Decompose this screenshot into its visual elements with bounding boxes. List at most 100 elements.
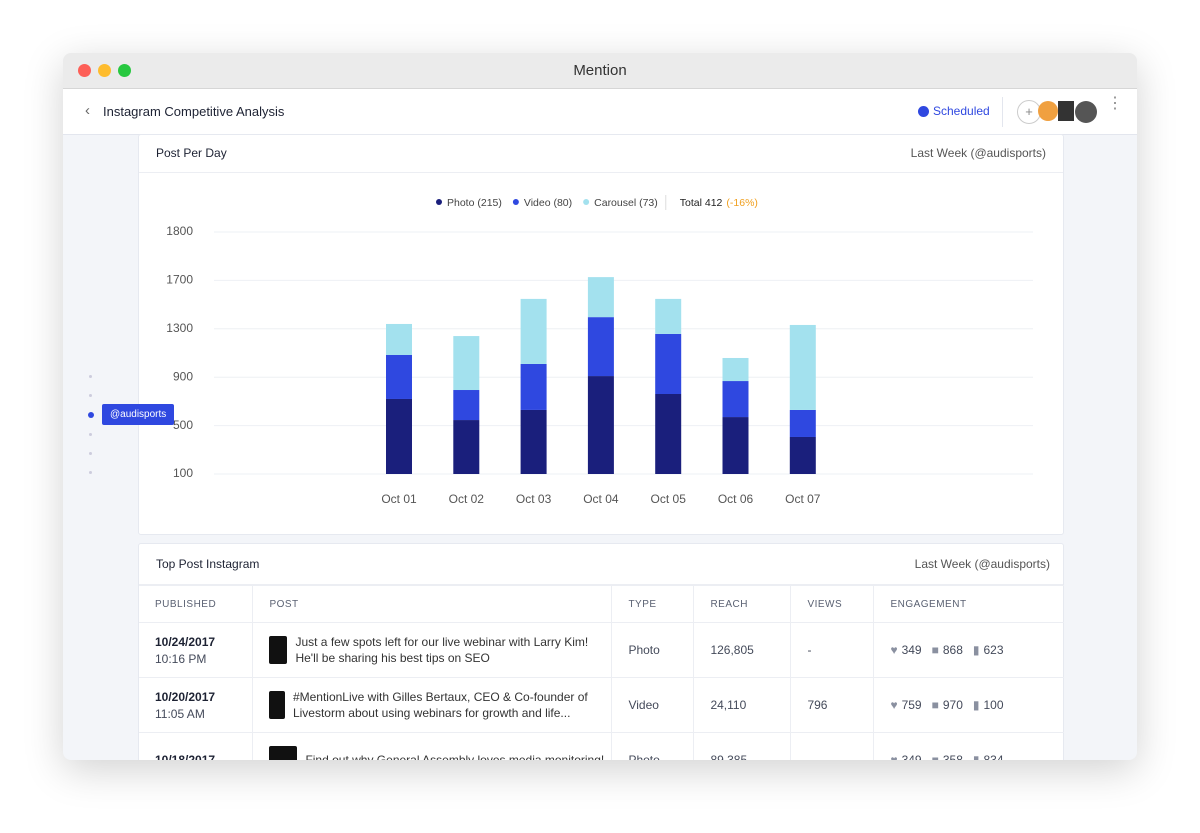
column-header: POST [252,585,612,623]
zoom-button[interactable] [118,64,131,77]
y-tick-label: 1300 [166,321,193,335]
date: 10/20/2017 [155,689,216,704]
table-subtitle: Last Week (@audisports) [914,557,1050,571]
bar-segment [453,336,480,391]
time: 10:16 PM [155,651,207,666]
bar-segment [722,417,749,474]
saves-count: 623 [983,643,1004,657]
bar-segment [655,298,682,334]
table-row[interactable]: 10/20/2017 11:05 AM #MentionLive with Gill… [139,677,1064,733]
engagement-icon: ■ [931,643,939,657]
card-header: Top Post Instagram Last Week (@audisport… [139,544,1063,585]
engagement-cell: ♥ 349 ■ 868 ▮ 623 [873,622,1064,678]
column-header: REACH [693,585,791,623]
column-header: PUBLISHED [139,585,253,623]
nav-dot-active[interactable] [88,412,94,418]
close-button[interactable] [78,64,91,77]
chart-title: Post Per Day [156,146,227,160]
header: ‹ Instagram Competitive Analysis Schedul… [63,89,1137,135]
nav-dot[interactable] [89,471,92,474]
x-tick-label: Oct 03 [516,492,552,506]
type-cell: Photo [611,732,694,760]
engagement-icon: ▮ [972,643,980,657]
engagement-icon: ▮ [972,698,980,712]
thumbnail [269,636,288,664]
reach-cell: 126,805 [693,622,791,678]
reach-cell: 24,110 [693,677,791,733]
table-title: Top Post Instagram [156,557,260,571]
comments-count: 358 [942,753,963,760]
legend-dot [436,199,442,205]
page-title: Instagram Competitive Analysis [103,104,285,119]
saves-count: 100 [983,698,1004,712]
y-tick-label: 500 [173,418,193,432]
legend-label: Carousel (73) [594,197,658,209]
post: #MentionLive with Gilles Bertaux, CEO & … [269,689,611,721]
x-tick-label: Oct 06 [718,492,754,506]
table-row[interactable]: 10/24/2017 10:16 PM Just a few spots left … [139,622,1064,678]
bar-segment [722,381,749,418]
published-cell: 10/20/2017 11:05 AM [139,677,253,733]
window-title: Mention [573,62,627,79]
post-text: Just a few spots left for our live webin… [295,635,589,665]
y-tick-label: 900 [173,369,193,383]
thumbnail [269,746,298,760]
back-button[interactable]: ‹ [85,102,90,119]
nav-dot[interactable] [89,375,92,378]
engagement-icon: ♥ [890,643,898,657]
x-tick-label: Oct 05 [651,492,687,506]
status-label[interactable]: Scheduled [933,104,990,118]
app-window: Mention ‹ Instagram Competitive Analysis… [63,53,1137,760]
views-cell: - [790,732,874,760]
bar-segment [453,390,480,421]
bar-segment [587,277,614,318]
nav-dot[interactable] [89,452,92,455]
x-tick-label: Oct 07 [785,492,821,506]
reach-cell: 89,385 [693,732,791,760]
date: 10/18/2017 [155,753,216,760]
x-tick-label: Oct 04 [583,492,619,506]
nav-dot[interactable] [89,433,92,436]
bar-segment [386,398,412,474]
avatar[interactable] [1038,101,1058,121]
bar-segment [520,298,547,364]
post: Just a few spots left for our live webin… [269,634,611,666]
post-cell: Just a few spots left for our live webin… [252,622,612,678]
bar-segment [587,376,614,474]
bar-segment [655,393,682,474]
date: 10/24/2017 [155,634,216,649]
likes-count: 349 [901,753,922,760]
change-label: (-16%) [726,197,758,209]
avatar[interactable] [1075,101,1097,123]
bar-segment [587,317,614,377]
thumbnail [269,691,285,719]
published-cell: 10/18/2017 [139,732,253,760]
engagement-icon: ▮ [972,753,980,760]
minimize-button[interactable] [98,64,111,77]
nav-dot[interactable] [89,394,92,397]
y-tick-label: 100 [173,466,193,480]
column-header: ENGAGEMENT [873,585,1064,623]
engagement-icon: ♥ [890,698,898,712]
legend-label: Photo (215) [447,197,502,209]
posts-table: PUBLISHED POST TYPE REACH VIEWS ENGAGEMENT 10/… [139,585,1064,760]
comments-count: 868 [942,643,963,657]
more-button[interactable]: ⋮ [1107,95,1123,112]
post: Find out why General Assembly loves medi… [269,746,611,760]
title-bar: Mention [63,53,1137,89]
likes-count: 349 [901,643,922,657]
chart-card: Post Per Day Last Week (@audisports) 100… [138,134,1064,535]
table-row[interactable]: 10/18/2017 Find out why General Assembly … [139,732,1064,760]
y-tick-label: 1800 [166,224,193,238]
avatar[interactable] [1058,101,1074,121]
engagement-icon: ♥ [890,753,898,760]
time: 11:05 AM [155,706,205,721]
bar-segment [789,436,816,474]
legend-dot [583,199,590,205]
type-cell: Photo [611,622,694,678]
engagement-icon: ■ [931,698,939,712]
y-tick-label: 1700 [166,273,193,287]
post-cell: #MentionLive with Gilles Bertaux, CEO & … [252,677,612,733]
bar-segment [520,363,547,410]
comments-count: 970 [942,698,963,712]
